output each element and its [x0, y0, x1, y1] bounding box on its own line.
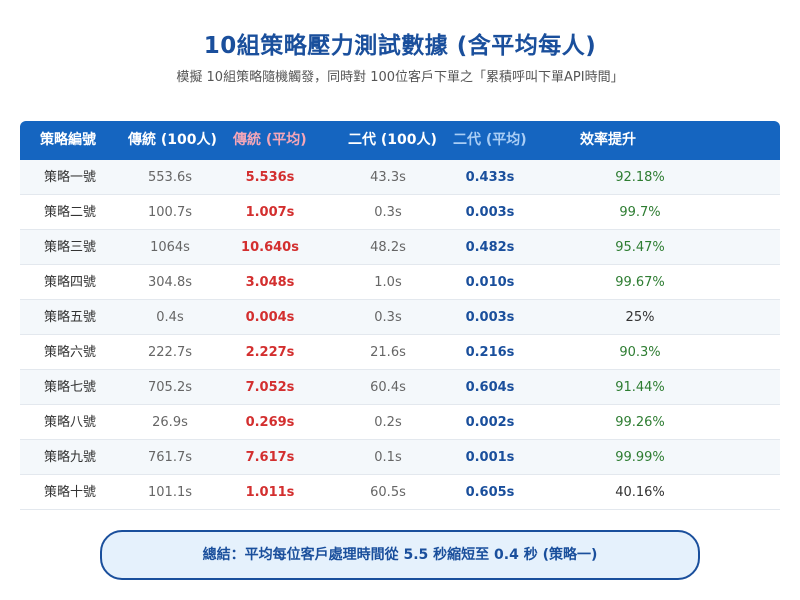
old-avg-time: 0.004s — [245, 310, 295, 325]
new-avg-time: 0.216s — [465, 345, 515, 360]
strategy-name: 策略八號 — [43, 415, 96, 430]
improvement-value: 99.26% — [615, 415, 665, 430]
new-avg-time: 0.605s — [465, 485, 515, 500]
column-header-improvement: 效率提升 — [580, 132, 636, 148]
table-row: 策略九號 761.7s 7.617s 0.1s 0.001s 99.99% — [20, 440, 780, 475]
strategy-name: 策略九號 — [43, 450, 96, 465]
table-row: 策略七號 705.2s 7.052s 60.4s 0.604s 91.44% — [20, 370, 780, 405]
strategy-name: 策略二號 — [43, 205, 96, 220]
stress-test-table: 策略編號 傳統 (100人) 傳統 (平均) 二代 (100人) 二代 (平均)… — [20, 121, 780, 510]
new-total-time: 1.0s — [374, 275, 402, 290]
column-header-strategy: 策略編號 — [40, 132, 96, 148]
improvement-value: 99.99% — [615, 450, 665, 465]
old-total-time: 761.7s — [148, 450, 192, 465]
old-total-time: 553.6s — [148, 170, 192, 185]
old-avg-time: 3.048s — [245, 275, 295, 290]
table-header: 策略編號 傳統 (100人) 傳統 (平均) 二代 (100人) 二代 (平均)… — [20, 121, 780, 160]
new-avg-time: 0.482s — [465, 240, 515, 255]
old-total-time: 705.2s — [148, 380, 192, 395]
strategy-name: 策略七號 — [43, 380, 96, 395]
strategy-name: 策略四號 — [43, 275, 96, 290]
new-avg-time: 0.010s — [465, 275, 515, 290]
improvement-value: 95.47% — [615, 240, 665, 255]
column-header-old-avg: 傳統 (平均) — [233, 132, 307, 148]
new-avg-time: 0.604s — [465, 380, 515, 395]
improvement-value: 40.16% — [615, 485, 665, 500]
column-header-new-avg: 二代 (平均) — [453, 132, 527, 148]
improvement-value: 91.44% — [615, 380, 665, 395]
strategy-name: 策略一號 — [43, 170, 96, 185]
table-row: 策略二號 100.7s 1.007s 0.3s 0.003s 99.7% — [20, 195, 780, 230]
new-total-time: 48.2s — [370, 240, 406, 255]
improvement-value: 90.3% — [619, 345, 661, 360]
strategy-name: 策略六號 — [43, 345, 96, 360]
old-avg-time: 2.227s — [245, 345, 295, 360]
old-total-time: 1064s — [150, 240, 190, 255]
old-total-time: 101.1s — [148, 485, 192, 500]
table-row: 策略四號 304.8s 3.048s 1.0s 0.010s 99.67% — [20, 265, 780, 300]
new-avg-time: 0.003s — [465, 205, 515, 220]
old-avg-time: 5.536s — [245, 170, 295, 185]
strategy-name: 策略十號 — [43, 485, 96, 500]
old-avg-time: 0.269s — [245, 415, 295, 430]
new-total-time: 0.3s — [374, 310, 402, 325]
old-total-time: 100.7s — [148, 205, 192, 220]
old-avg-time: 1.011s — [245, 485, 295, 500]
old-avg-time: 7.617s — [245, 450, 295, 465]
improvement-value: 99.67% — [615, 275, 665, 290]
table-row: 策略五號 0.4s 0.004s 0.3s 0.003s 25% — [20, 300, 780, 335]
table-row: 策略一號 553.6s 5.536s 43.3s 0.433s 92.18% — [20, 160, 780, 195]
old-total-time: 222.7s — [148, 345, 192, 360]
new-total-time: 60.5s — [370, 485, 406, 500]
improvement-value: 92.18% — [615, 170, 665, 185]
old-avg-time: 7.052s — [245, 380, 295, 395]
old-total-time: 26.9s — [152, 415, 188, 430]
table-row: 策略八號 26.9s 0.269s 0.2s 0.002s 99.26% — [20, 405, 780, 440]
table-body: 策略一號 553.6s 5.536s 43.3s 0.433s 92.18% 策… — [20, 160, 780, 510]
summary-box: 總結：平均每位客戶處理時間從 5.5 秒縮短至 0.4 秒 (策略一) — [100, 530, 700, 580]
new-total-time: 43.3s — [370, 170, 406, 185]
page-subtitle: 模擬 10組策略隨機觸發，同時對 100位客戶下單之「累積呼叫下單API時間」 — [176, 70, 624, 85]
new-total-time: 60.4s — [370, 380, 406, 395]
new-avg-time: 0.433s — [465, 170, 515, 185]
new-total-time: 0.2s — [374, 415, 402, 430]
old-total-time: 0.4s — [156, 310, 184, 325]
table-row: 策略十號 101.1s 1.011s 60.5s 0.605s 40.16% — [20, 475, 780, 510]
strategy-name: 策略五號 — [43, 310, 96, 325]
new-avg-time: 0.003s — [465, 310, 515, 325]
new-avg-time: 0.002s — [465, 415, 515, 430]
column-header-old-total: 傳統 (100人) — [128, 132, 217, 148]
new-total-time: 0.1s — [374, 450, 402, 465]
table-row: 策略六號 222.7s 2.227s 21.6s 0.216s 90.3% — [20, 335, 780, 370]
new-total-time: 21.6s — [370, 345, 406, 360]
page-title: 10組策略壓力測試數據 (含平均每人) — [203, 33, 597, 59]
new-avg-time: 0.001s — [465, 450, 515, 465]
improvement-value: 25% — [625, 310, 655, 325]
old-avg-time: 1.007s — [245, 205, 295, 220]
old-total-time: 304.8s — [148, 275, 192, 290]
new-total-time: 0.3s — [374, 205, 402, 220]
column-header-new-total: 二代 (100人) — [348, 132, 437, 148]
strategy-name: 策略三號 — [43, 240, 96, 255]
improvement-value: 99.7% — [619, 205, 661, 220]
old-avg-time: 10.640s — [241, 240, 299, 255]
table-row: 策略三號 1064s 10.640s 48.2s 0.482s 95.47% — [20, 230, 780, 265]
